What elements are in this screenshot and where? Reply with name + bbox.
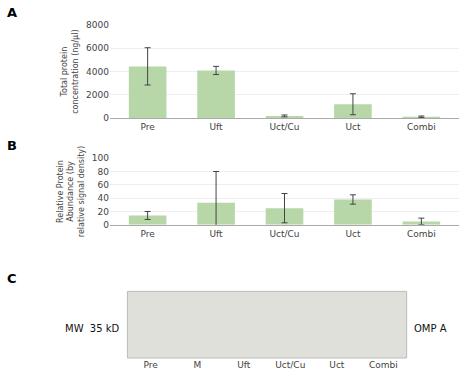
svg-text:Combi: Combi — [407, 122, 436, 132]
svg-text:0: 0 — [103, 220, 109, 230]
svg-text:40: 40 — [98, 193, 110, 203]
svg-text:C: C — [7, 271, 17, 286]
svg-text:M: M — [193, 360, 201, 370]
svg-text:80: 80 — [98, 167, 110, 177]
svg-text:Uct: Uct — [345, 122, 361, 132]
svg-text:Combi: Combi — [407, 229, 436, 239]
svg-text:Uft: Uft — [237, 360, 251, 370]
svg-text:Uft: Uft — [209, 229, 223, 239]
svg-text:2000: 2000 — [86, 90, 109, 100]
svg-text:0: 0 — [103, 113, 109, 123]
svg-text:Uct/Cu: Uct/Cu — [269, 229, 299, 239]
svg-text:100: 100 — [92, 153, 109, 163]
svg-text:A: A — [7, 5, 17, 20]
svg-text:20: 20 — [98, 207, 110, 217]
svg-text:6000: 6000 — [86, 43, 109, 53]
svg-text:OMP A: OMP A — [414, 323, 447, 334]
svg-text:MW 35 kD: MW 35 kD — [65, 323, 120, 334]
svg-text:Total proteinconcentration (ng: Total proteinconcentration (ng/μl) — [60, 29, 79, 113]
svg-text:Uct/Cu: Uct/Cu — [269, 122, 299, 132]
svg-text:Uft: Uft — [209, 122, 223, 132]
svg-text:Pre: Pre — [140, 122, 155, 132]
svg-text:Pre: Pre — [140, 229, 155, 239]
svg-text:Combi: Combi — [369, 360, 398, 370]
svg-text:Pre: Pre — [144, 360, 159, 370]
svg-text:Relative ProteinAbundance (byr: Relative ProteinAbundance (byrelative si… — [56, 146, 86, 237]
svg-text:Uct: Uct — [329, 360, 345, 370]
svg-text:8000: 8000 — [86, 20, 109, 30]
svg-text:60: 60 — [98, 180, 110, 190]
svg-text:Uct: Uct — [345, 229, 361, 239]
svg-text:Uct/Cu: Uct/Cu — [275, 360, 305, 370]
svg-text:4000: 4000 — [86, 67, 109, 77]
svg-text:B: B — [7, 138, 17, 153]
